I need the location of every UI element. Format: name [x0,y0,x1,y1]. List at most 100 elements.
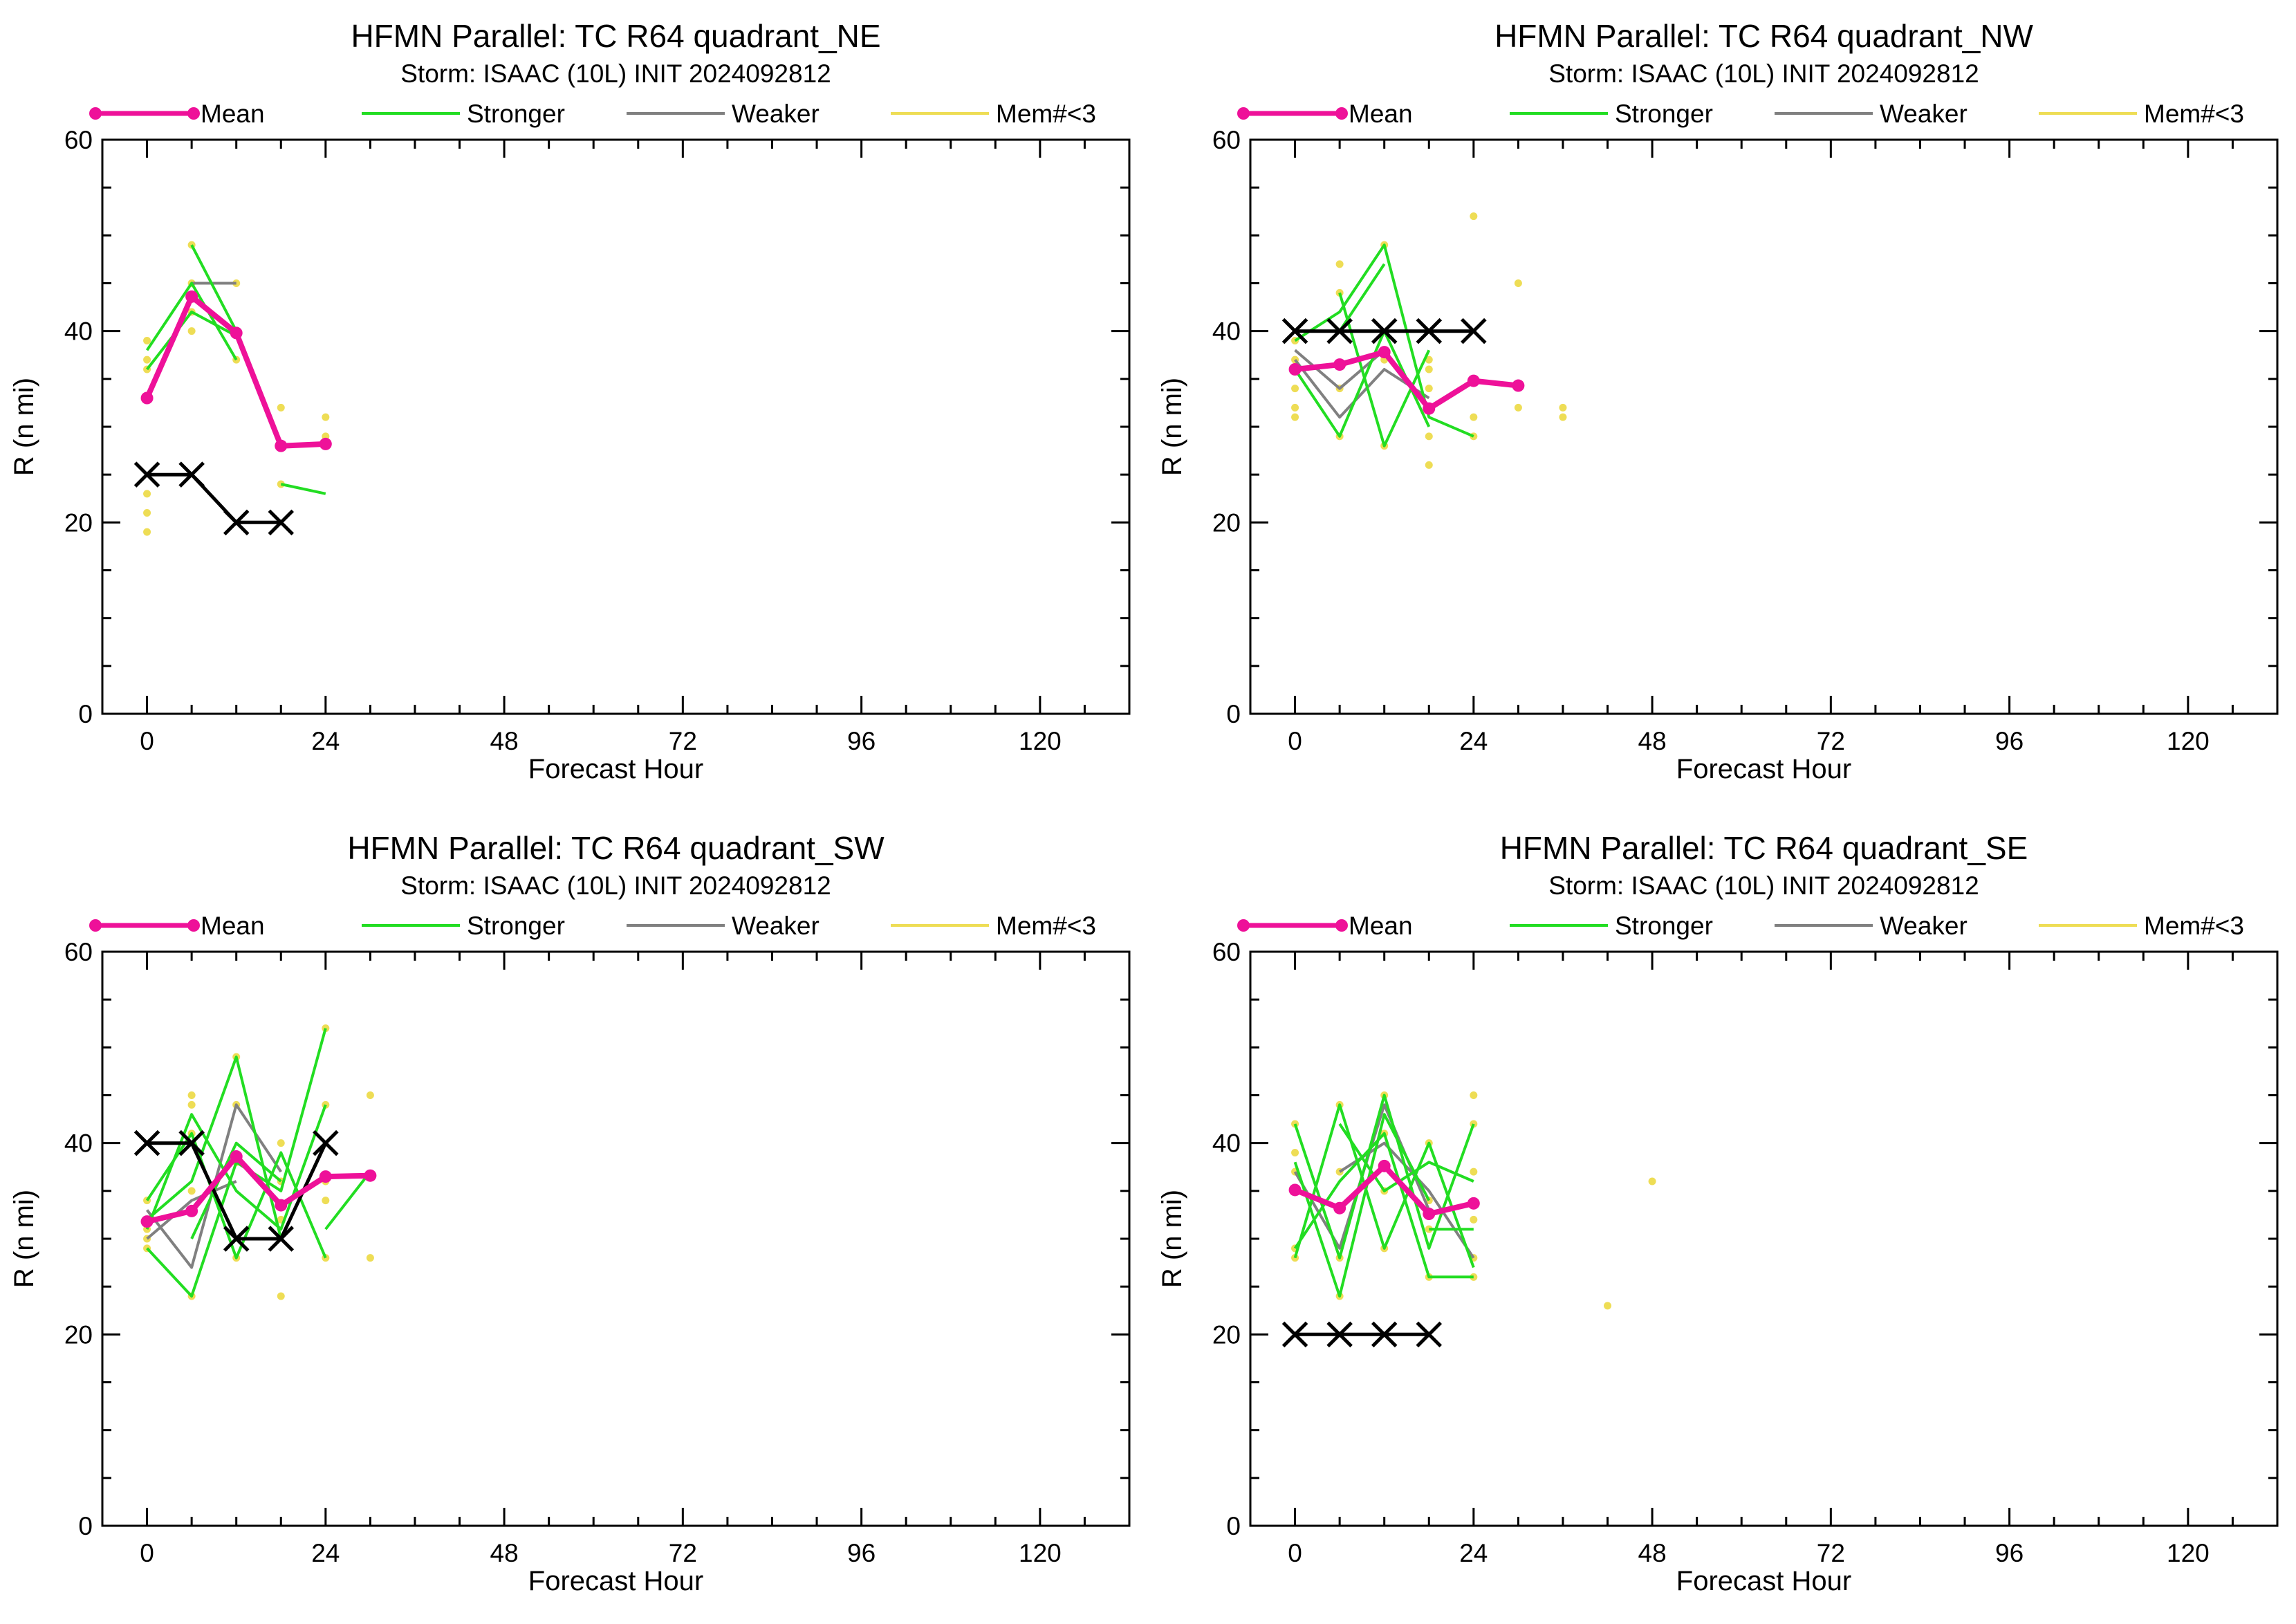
x-tick-label: 0 [140,727,154,755]
x-tick-label: 48 [490,727,519,755]
x-axis-label: Forecast Hour [528,754,703,784]
y-tick-label: 60 [64,938,93,966]
x-tick-label: 120 [2167,1539,2210,1567]
best-track-marker [1416,1321,1443,1348]
chart-panel-se: HFMN Parallel: TC R64 quadrant_SE Storm: … [1157,830,2279,1596]
legend-item-mean: Mean [89,912,265,940]
x-tick-label: 96 [847,727,876,755]
x-tick-label: 48 [1638,1539,1667,1567]
chart-title: HFMN Parallel: TC R64 quadrant_SW [347,830,885,866]
stronger-member-line [1293,1103,1475,1268]
member-point [1425,385,1433,393]
best-track-marker-stroke [133,461,160,488]
best-track-marker-stroke [223,1226,250,1252]
best-track-marker [1326,317,1353,344]
legend-item-mean: Mean [89,100,265,128]
legend-item-member: Mem#<3 [2039,912,2244,940]
mean-point [1333,358,1346,371]
x-tick-label: 96 [847,1539,876,1567]
best-track-marker-stroke [1461,317,1487,344]
mean-line [144,293,326,449]
best-track-marker [178,1129,205,1156]
mean-point [140,1215,154,1228]
stronger-member-line [1338,1123,1474,1192]
stronger-member-line [1338,292,1431,447]
legend-label-weaker: Weaker [1880,912,1968,940]
chart-title: HFMN Parallel: TC R64 quadrant_NE [351,18,880,54]
member-point [187,327,196,335]
stronger-member-line [146,311,237,371]
mean-point [1467,1197,1480,1210]
best-track-marker-stroke [1416,1321,1443,1348]
member-point [1291,1149,1299,1156]
mean-point [1378,1159,1391,1172]
legend-marker [1335,919,1348,932]
y-axis-label: R (n mi) [1157,378,1187,476]
y-axis-label: R (n mi) [9,378,39,476]
mean-point [1378,346,1391,359]
member-point [1559,403,1567,412]
best-track-marker-stroke [178,461,205,488]
mean-point [1423,1208,1436,1221]
best-track-marker [268,1226,295,1252]
chart-subtitle: Storm: ISAAC (10L) INIT 2024092812 [1548,871,1979,900]
x-tick-label: 72 [669,727,697,755]
legend-marker [1237,107,1250,120]
best-track-marker-stroke [1371,317,1398,344]
legend-item-weaker: Weaker [1775,912,1968,940]
member-point [277,480,285,488]
y-tick-label: 40 [1212,317,1241,346]
mean-point [319,1170,332,1183]
plot-frame [1249,138,2279,715]
x-axis-label: Forecast Hour [1676,754,1851,784]
member-point [1291,403,1299,412]
chart-subtitle: Storm: ISAAC (10L) INIT 2024092812 [1548,59,1979,88]
y-tick-label: 0 [1226,1512,1241,1540]
x-tick-label: 120 [1019,1539,1062,1567]
legend-marker [89,919,102,932]
best-track-marker [1461,317,1487,344]
legend-item-member: Mem#<3 [891,100,1096,128]
best-track-marker [1326,1321,1353,1348]
legend-item-member: Mem#<3 [891,912,1096,940]
member-point [187,1187,196,1195]
member-point [1425,356,1433,364]
best-track-marker-stroke [313,1129,339,1156]
best-track-marker [313,1129,339,1156]
legend-label-member: Mem#<3 [2144,912,2244,940]
y-tick-label: 60 [1212,938,1241,966]
legend-label-member: Mem#<3 [996,100,1096,128]
best-track-marker-stroke [1416,317,1443,344]
member-point [1470,413,1478,421]
y-tick-label: 60 [64,126,93,154]
best-track-marker-stroke [268,509,295,536]
legend-marker [187,107,200,120]
member-point [1559,413,1567,421]
mean-point [1333,1201,1346,1215]
mean-point [185,1204,198,1217]
legend-item-weaker: Weaker [627,100,820,128]
stronger-member-line [145,282,238,361]
chart-title: HFMN Parallel: TC R64 quadrant_SE [1500,830,2028,866]
y-tick-label: 0 [78,1512,93,1540]
chart-title: HFMN Parallel: TC R64 quadrant_NW [1494,18,2033,54]
y-tick-label: 20 [1212,1320,1241,1349]
legend-item-stronger: Stronger [362,100,565,128]
stronger-member-line [324,1170,371,1230]
legend-label-member: Mem#<3 [996,912,1096,940]
legend-item-member: Mem#<3 [2039,100,2244,128]
best-track-marker-stroke [1326,1321,1353,1348]
mean-point [230,1150,243,1163]
stronger-member-line [1293,1113,1431,1298]
member-point [1291,385,1299,393]
mean-point [319,437,332,450]
x-axis-label: Forecast Hour [528,1566,703,1596]
member-point [277,1292,285,1300]
stronger-member-line [1293,1094,1475,1259]
stronger-member-line [280,483,326,495]
mean-point [1288,363,1302,376]
weaker-member-line [146,1180,237,1240]
legend-label-mean: Mean [201,912,265,940]
mean-point [230,326,243,340]
member-point [277,1139,285,1147]
